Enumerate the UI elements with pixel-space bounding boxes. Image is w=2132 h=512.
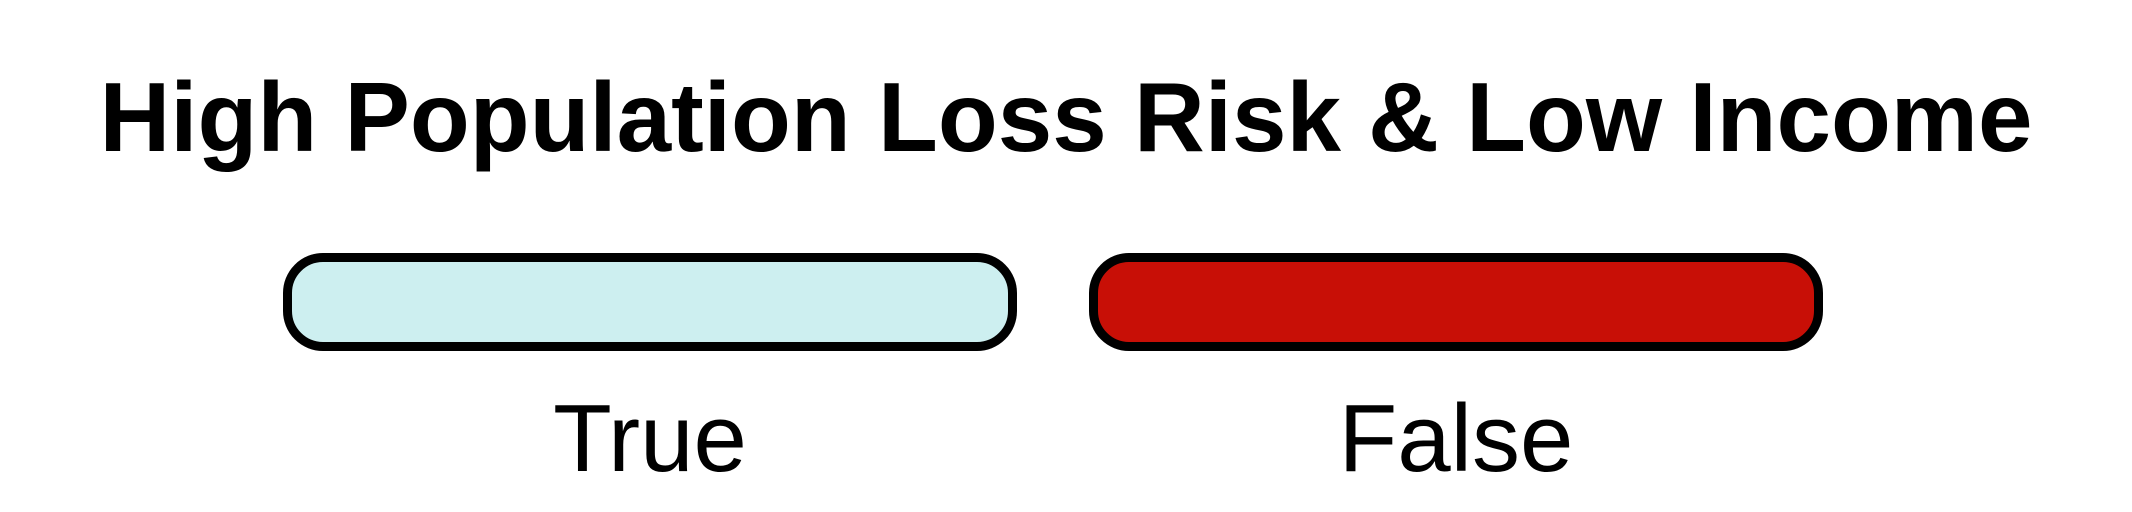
legend-swatch-false <box>1089 253 1823 351</box>
legend-label-false: False <box>1338 385 1574 492</box>
legend-title: High Population Loss Risk & Low Income <box>99 62 2033 172</box>
legend-label-true: True <box>553 385 747 492</box>
legend-swatch-true <box>283 253 1017 351</box>
